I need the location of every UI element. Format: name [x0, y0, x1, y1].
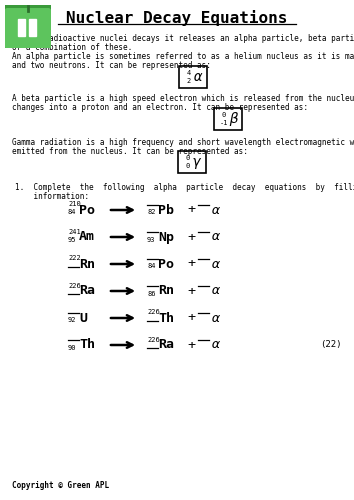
FancyBboxPatch shape: [3, 6, 53, 51]
Text: 90: 90: [68, 344, 76, 350]
Text: α: α: [212, 312, 220, 324]
Text: 0: 0: [186, 155, 190, 161]
Text: Ra: Ra: [79, 284, 95, 298]
Text: 226: 226: [147, 336, 160, 342]
Text: Po: Po: [158, 258, 174, 270]
Text: 2: 2: [187, 78, 191, 84]
Text: 226: 226: [147, 310, 160, 316]
Text: information:: information:: [15, 192, 89, 201]
Text: α: α: [212, 284, 220, 298]
Text: 86: 86: [147, 290, 155, 296]
Text: 0: 0: [186, 163, 190, 169]
Text: Th: Th: [158, 312, 174, 324]
Text: 93: 93: [147, 236, 155, 242]
Text: Am: Am: [79, 230, 95, 243]
Text: α: α: [212, 204, 220, 216]
Text: (22): (22): [320, 340, 342, 349]
Text: changes into a proton and an electron. It can be represented as:: changes into a proton and an electron. I…: [12, 103, 308, 112]
Text: +: +: [187, 312, 195, 324]
Text: Po: Po: [79, 204, 95, 216]
Text: and two neutrons. It can be represented as:: and two neutrons. It can be represented …: [12, 61, 211, 70]
Text: Nuclear Decay Equations: Nuclear Decay Equations: [66, 10, 288, 26]
Text: Gamma radiation is a high frequency and short wavelength electromagnetic wave wh: Gamma radiation is a high frequency and …: [12, 138, 354, 147]
Text: 92: 92: [68, 318, 76, 324]
Text: Th: Th: [79, 338, 95, 351]
Text: emitted from the nucleus. It can be represented as:: emitted from the nucleus. It can be repr…: [12, 147, 248, 156]
Text: Rn: Rn: [79, 258, 95, 270]
Text: +: +: [187, 338, 195, 351]
Text: -1: -1: [220, 120, 228, 126]
Text: 82: 82: [147, 210, 155, 216]
Text: Rn: Rn: [158, 284, 174, 298]
Text: 95: 95: [68, 236, 76, 242]
Text: β: β: [229, 112, 237, 126]
Text: 84: 84: [147, 264, 155, 270]
Text: Np: Np: [158, 230, 174, 243]
Text: α: α: [212, 230, 220, 243]
Text: 241: 241: [68, 228, 81, 234]
Text: α: α: [194, 70, 202, 84]
Text: α: α: [212, 338, 220, 351]
Text: 0: 0: [222, 112, 226, 118]
Text: +: +: [187, 204, 195, 216]
Text: 226: 226: [68, 282, 81, 288]
Text: Pb: Pb: [158, 204, 174, 216]
Bar: [214, 108, 242, 130]
Text: +: +: [187, 230, 195, 243]
Bar: [29, 20, 36, 36]
Text: U: U: [79, 312, 87, 324]
Text: Copyright © Green APL: Copyright © Green APL: [12, 481, 109, 490]
Text: 1.  Complete  the  following  alpha  particle  decay  equations  by  filling  in: 1. Complete the following alpha particle…: [15, 183, 354, 192]
Text: An alpha particle is sometimes referred to as a helium nucleus as it is made fro: An alpha particle is sometimes referred …: [12, 52, 354, 61]
Text: 4: 4: [187, 70, 191, 76]
Text: γ: γ: [193, 155, 201, 169]
Text: 84: 84: [68, 210, 76, 216]
Text: A beta particle is a high speed electron which is released from the nucleus when: A beta particle is a high speed electron…: [12, 94, 354, 103]
Text: Ra: Ra: [158, 338, 174, 351]
Text: When a radioactive nuclei decays it releases an alpha particle, beta particle, g: When a radioactive nuclei decays it rele…: [12, 34, 354, 43]
Text: +: +: [187, 258, 195, 270]
Text: 210: 210: [68, 202, 81, 207]
Bar: [18, 20, 25, 36]
Bar: [179, 66, 207, 88]
Text: +: +: [187, 284, 195, 298]
Text: 222: 222: [68, 256, 81, 262]
Text: α: α: [212, 258, 220, 270]
Bar: [178, 151, 206, 173]
Text: or a combination of these.: or a combination of these.: [12, 43, 132, 52]
